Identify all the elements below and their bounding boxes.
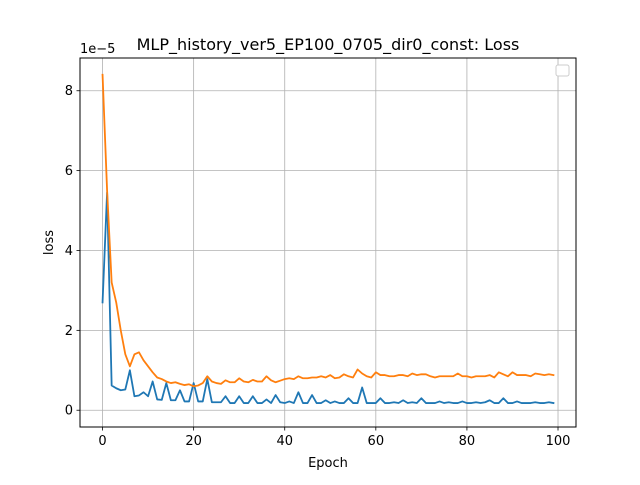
x-tick-label: 0 bbox=[98, 434, 106, 449]
y-axis-ticks: 0 2 4 6 8 bbox=[65, 84, 80, 419]
x-tick-label: 80 bbox=[459, 434, 476, 449]
x-axis-label: Epoch bbox=[308, 456, 348, 471]
x-tick-label: 40 bbox=[276, 434, 293, 449]
y-tick-label: 0 bbox=[65, 404, 73, 419]
y-tick-label: 4 bbox=[65, 244, 73, 259]
series-layer bbox=[101, 73, 555, 405]
y-tick-label: 2 bbox=[65, 324, 73, 339]
y-axis-offset-label: 1e−5 bbox=[80, 42, 115, 57]
series-1-line bbox=[101, 191, 555, 405]
plot-frame bbox=[79, 57, 577, 428]
x-tick-label: 100 bbox=[546, 434, 571, 449]
series-2-line bbox=[101, 73, 555, 388]
y-tick-label: 6 bbox=[65, 164, 73, 179]
plot-area bbox=[80, 58, 576, 427]
x-tick-label: 20 bbox=[185, 434, 202, 449]
y-tick-label: 8 bbox=[65, 84, 73, 99]
x-axis-ticks: 0 20 40 60 80 100 bbox=[98, 427, 570, 449]
chart-title: MLP_history_ver5_EP100_0705_dir0_const: … bbox=[137, 35, 520, 55]
y-axis-label: loss bbox=[42, 230, 57, 255]
legend-box bbox=[555, 64, 570, 77]
grid bbox=[80, 58, 576, 427]
x-tick-label: 60 bbox=[368, 434, 385, 449]
